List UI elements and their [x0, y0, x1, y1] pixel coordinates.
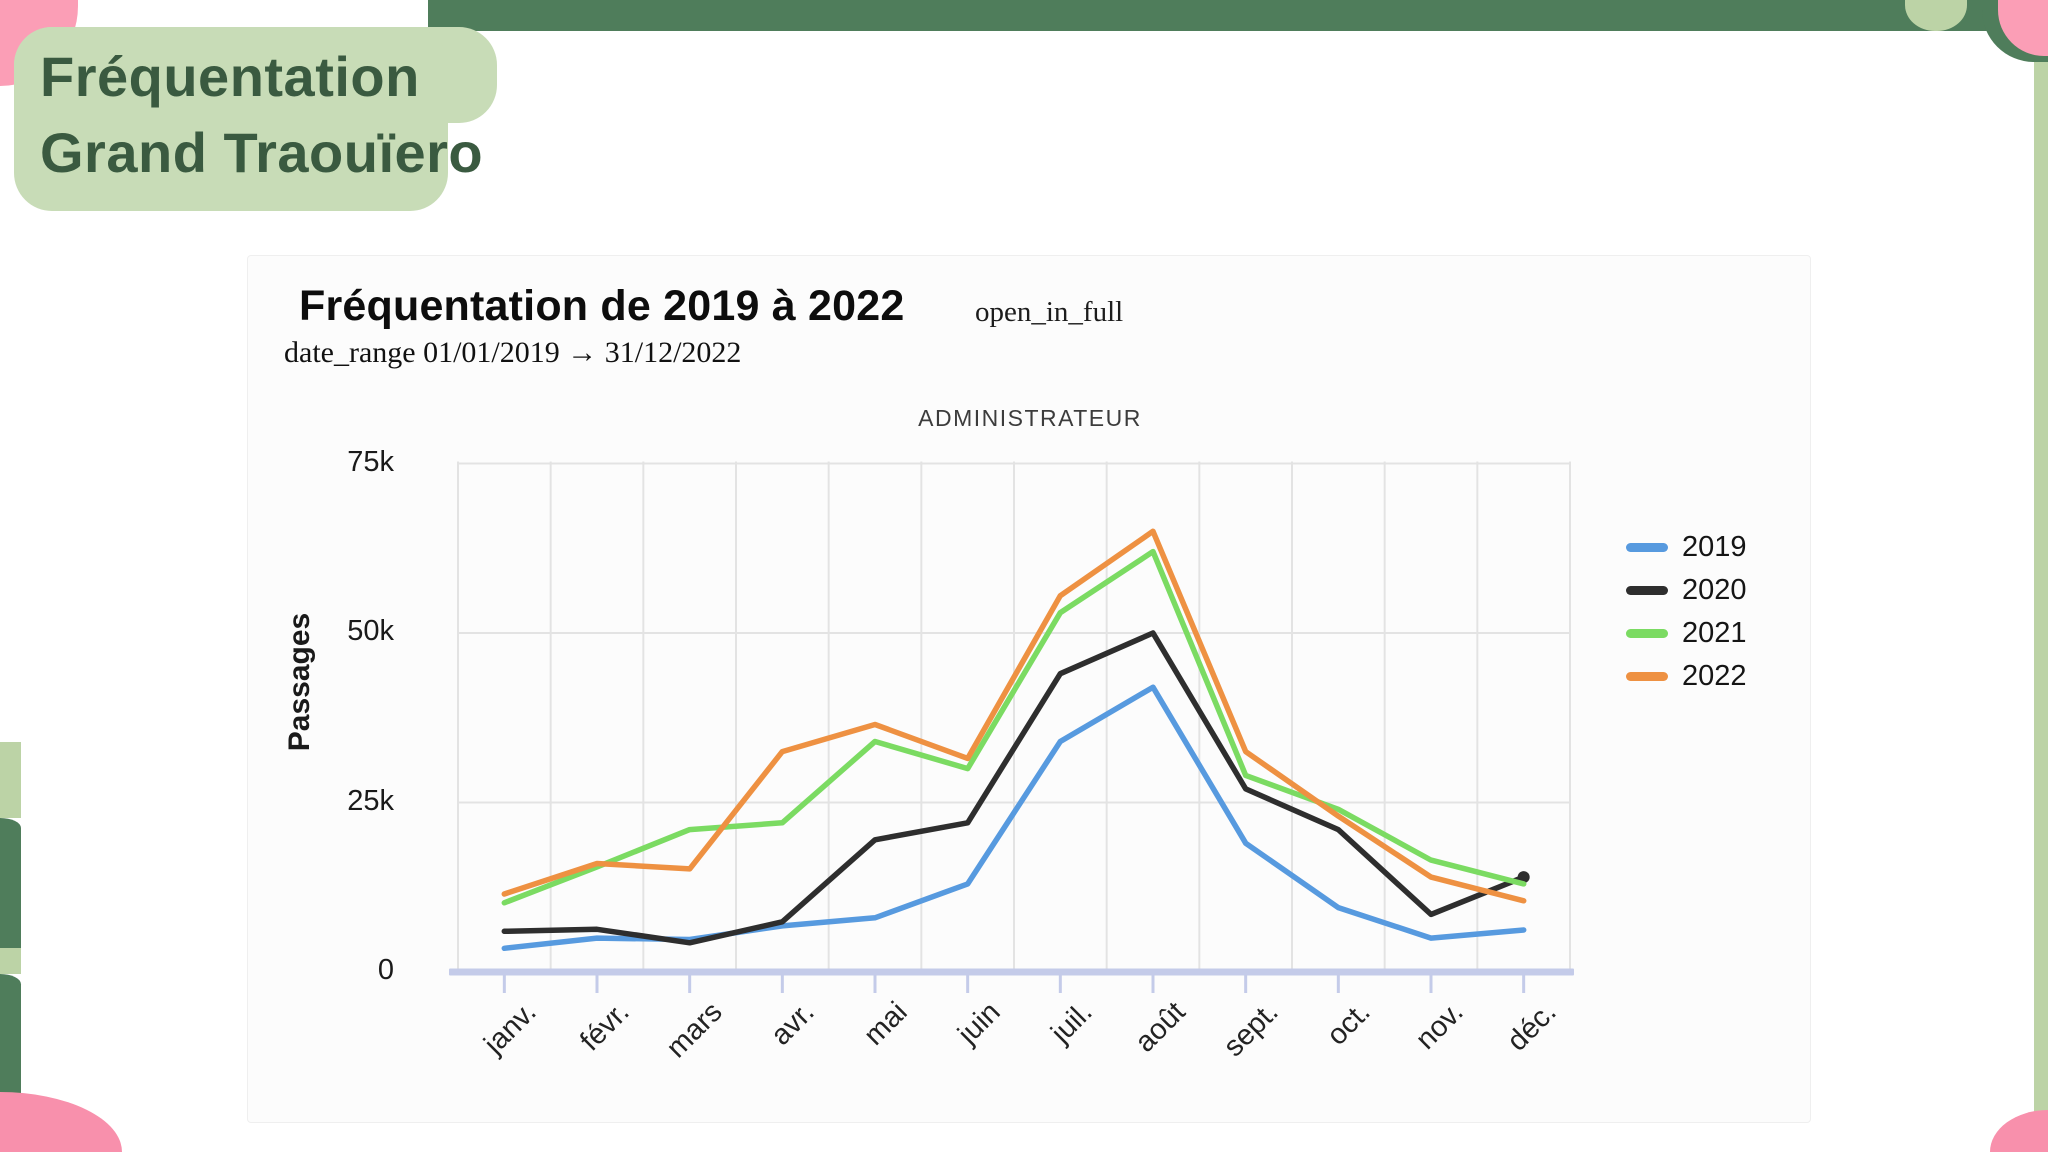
left-edge-strip-light-2 — [0, 948, 21, 974]
legend-label-2020: 2020 — [1682, 573, 1747, 606]
series-line-2022 — [501, 528, 1527, 904]
chart-legend: 2019 2020 2021 2022 — [1626, 530, 1747, 692]
page-title-box — [14, 27, 448, 211]
series-line-2020 — [501, 630, 1527, 946]
chart-date-range: date_range 01/01/2019 → 31/12/2022 — [284, 336, 742, 369]
legend-item-2019[interactable]: 2019 — [1626, 530, 1747, 563]
legend-label-2019: 2019 — [1682, 530, 1747, 563]
legend-item-2022[interactable]: 2022 — [1626, 659, 1747, 692]
x-axis-baseline — [449, 968, 1574, 976]
series-line-2021 — [501, 548, 1527, 906]
left-edge-strip-dark-2 — [0, 974, 21, 1108]
administrator-watermark: ADMINISTRATEUR — [918, 405, 1142, 431]
series-end-marker-2020 — [1517, 871, 1530, 884]
line-chart-plot-area[interactable] — [440, 450, 1580, 1030]
top-accent-band — [428, 0, 2048, 31]
chart-title: Fréquentation de 2019 à 2022 — [299, 282, 905, 330]
legend-swatch-2021 — [1626, 628, 1668, 638]
left-edge-strip-dark-1 — [0, 818, 21, 948]
y-tick-label-50k: 50k — [347, 615, 394, 647]
page-title-line-2: Grand Traouïero — [40, 121, 484, 184]
chart-card — [247, 255, 1811, 1123]
legend-item-2021[interactable]: 2021 — [1626, 616, 1747, 649]
bottom-right-corner-pink — [1990, 1110, 2048, 1152]
legend-swatch-2022 — [1626, 671, 1668, 681]
left-edge-strip-light-1 — [0, 742, 21, 818]
right-edge-strip — [2034, 62, 2048, 1152]
y-tick-label-75k: 75k — [347, 445, 394, 478]
page-title-line-1: Fréquentation — [40, 45, 420, 108]
legend-label-2022: 2022 — [1682, 659, 1747, 692]
legend-swatch-2020 — [1626, 585, 1668, 595]
y-tick-label-0: 0 — [377, 954, 394, 986]
bottom-left-corner-pink — [0, 1092, 122, 1152]
legend-item-2020[interactable]: 2020 — [1626, 573, 1747, 606]
legend-label-2021: 2021 — [1682, 616, 1747, 649]
open-in-full-icon[interactable]: open_in_full — [975, 296, 1124, 328]
legend-swatch-2019 — [1626, 542, 1668, 552]
y-tick-label-25k: 25k — [347, 784, 394, 817]
